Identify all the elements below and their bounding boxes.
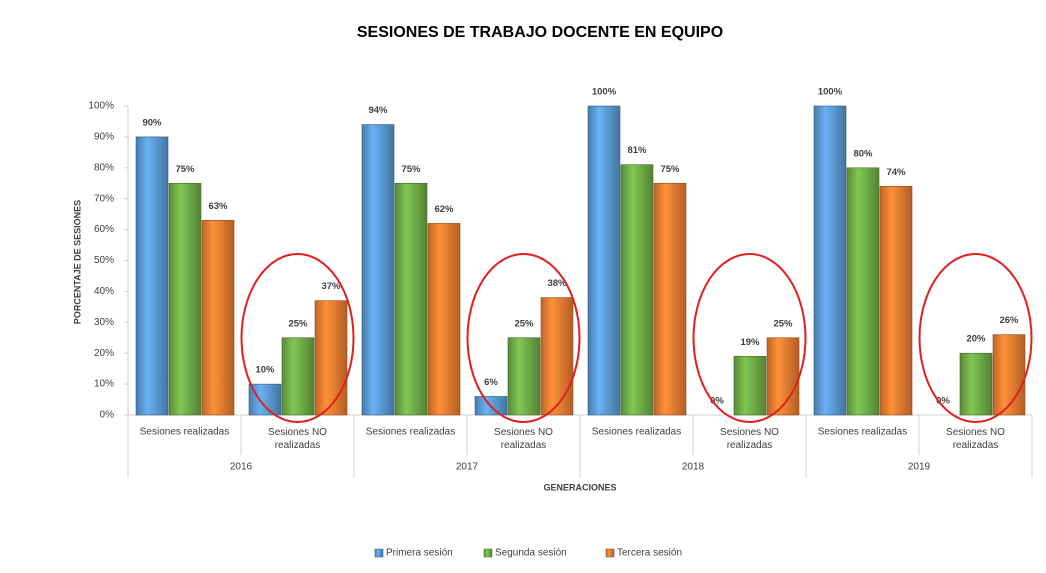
bar xyxy=(201,220,235,416)
bar xyxy=(733,355,767,416)
bar xyxy=(653,182,687,416)
y-tick-label: 80% xyxy=(94,162,114,173)
value-label: 20% xyxy=(966,334,986,345)
x-tick-label: Sesiones realizadas xyxy=(818,427,908,438)
legend-swatch xyxy=(374,548,384,558)
y-axis-label: PORCENTAJE DE SESIONES xyxy=(72,200,82,324)
group-label: 2016 xyxy=(230,462,253,473)
x-tick-label: Sesiones NO realizadas xyxy=(720,427,779,451)
legend-label: Primera sesión xyxy=(386,548,453,559)
y-tick-label: 70% xyxy=(94,193,114,204)
group-label: 2017 xyxy=(456,462,479,473)
y-tick-label: 90% xyxy=(94,132,114,143)
x-tick-label: Sesiones NO realizadas xyxy=(494,427,553,451)
x-tick-label: Sesiones realizadas xyxy=(140,427,230,438)
y-tick-label: 60% xyxy=(94,224,114,235)
bar xyxy=(314,300,348,416)
bar xyxy=(992,334,1026,416)
value-label: 19% xyxy=(740,337,760,348)
x-tick-label: Sesiones realizadas xyxy=(366,427,456,438)
y-tick-label: 50% xyxy=(94,255,114,266)
y-tick-label: 100% xyxy=(88,101,114,112)
y-tick-label: 40% xyxy=(94,286,114,297)
value-label: 25% xyxy=(773,318,793,329)
value-label: 0% xyxy=(710,396,724,407)
bar xyxy=(959,352,993,416)
chart-title: SESIONES DE TRABAJO DOCENTE EN EQUIPO xyxy=(357,24,723,41)
legend-swatch xyxy=(483,548,493,558)
value-label: 6% xyxy=(484,377,498,388)
y-tick-label: 10% xyxy=(94,379,114,390)
value-label: 26% xyxy=(999,315,1019,326)
bar xyxy=(620,164,654,416)
bar xyxy=(846,167,880,416)
bar xyxy=(168,182,202,416)
value-label: 25% xyxy=(288,318,308,329)
bar xyxy=(361,124,395,416)
bar xyxy=(281,337,315,416)
x-tick-label: Sesiones realizadas xyxy=(592,427,682,438)
legend-label: Segunda sesión xyxy=(495,548,567,559)
bar xyxy=(427,223,461,416)
y-tick-label: 20% xyxy=(94,348,114,359)
bar xyxy=(135,136,169,416)
group-label: 2019 xyxy=(908,462,931,473)
value-label: 37% xyxy=(321,281,341,292)
value-label: 90% xyxy=(142,117,162,128)
value-label: 74% xyxy=(886,167,906,178)
value-label: 94% xyxy=(368,105,388,116)
group-label: 2018 xyxy=(682,462,705,473)
bar xyxy=(879,186,913,416)
y-tick-label: 0% xyxy=(100,410,115,421)
highlight-ellipse xyxy=(692,253,807,423)
bar xyxy=(813,105,847,416)
x-axis-label: GENERACIONES xyxy=(543,482,616,492)
value-label: 10% xyxy=(255,365,275,376)
value-label: 100% xyxy=(592,87,617,98)
bar xyxy=(507,337,541,416)
bar xyxy=(394,182,428,416)
value-label: 81% xyxy=(627,145,647,156)
value-label: 62% xyxy=(434,204,454,215)
value-label: 38% xyxy=(547,278,567,289)
bar xyxy=(248,383,282,416)
x-tick-label: Sesiones NO realizadas xyxy=(268,427,327,451)
y-tick-label: 30% xyxy=(94,317,114,328)
legend-label: Tercera sesión xyxy=(617,548,682,559)
bar xyxy=(766,337,800,416)
value-label: 0% xyxy=(936,396,950,407)
value-label: 100% xyxy=(818,87,843,98)
highlight-ellipse xyxy=(240,253,355,423)
bar xyxy=(540,297,574,416)
value-label: 25% xyxy=(514,318,534,329)
bar xyxy=(587,105,621,416)
value-label: 75% xyxy=(401,164,421,175)
value-label: 75% xyxy=(175,164,195,175)
x-tick-label: Sesiones NO realizadas xyxy=(946,427,1005,451)
value-label: 75% xyxy=(660,164,680,175)
legend-swatch xyxy=(605,548,615,558)
value-label: 63% xyxy=(208,201,228,212)
highlight-ellipse xyxy=(918,253,1033,423)
value-label: 80% xyxy=(853,148,873,159)
highlight-ellipse xyxy=(466,253,581,423)
